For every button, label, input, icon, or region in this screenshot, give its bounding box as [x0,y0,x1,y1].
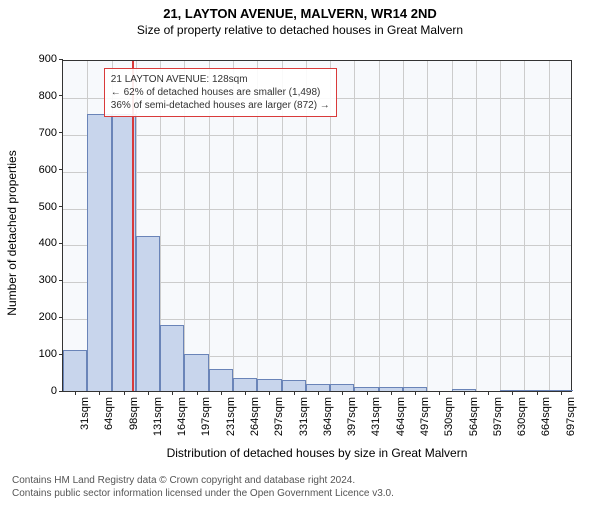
y-tick-label: 400 [39,237,63,249]
gridline [427,61,428,391]
y-tick-label: 100 [39,348,63,360]
footer-line: Contains HM Land Registry data © Crown c… [12,474,394,487]
gridline [500,61,501,391]
y-tick-label: 800 [39,90,63,102]
chart-subtitle: Size of property relative to detached ho… [0,23,600,37]
x-axis-label: Distribution of detached houses by size … [62,446,572,460]
histogram-bar [136,236,160,391]
info-box: 21 LAYTON AVENUE: 128sqm← 62% of detache… [104,68,337,117]
info-box-line: 36% of semi-detached houses are larger (… [111,99,330,112]
gridline [476,61,477,391]
chart-plot-area: 010020030040050060070080090031sqm64sqm98… [62,60,572,392]
y-tick-label: 0 [51,385,63,397]
gridline [63,135,571,136]
y-tick-label: 500 [39,201,63,213]
gridline [354,61,355,391]
gridline [524,61,525,391]
histogram-bar [282,380,306,391]
info-box-line: ← 62% of detached houses are smaller (1,… [111,86,330,99]
chart-title: 21, LAYTON AVENUE, MALVERN, WR14 2ND [0,6,600,21]
footer-attribution: Contains HM Land Registry data © Crown c… [12,474,394,500]
histogram-bar [184,354,208,391]
gridline [403,61,404,391]
histogram-bar [160,325,184,391]
gridline [63,172,571,173]
footer-line: Contains public sector information licen… [12,487,394,500]
y-tick-label: 300 [39,274,63,286]
histogram-bar [209,369,233,391]
gridline [379,61,380,391]
histogram-bar [330,384,354,391]
y-tick-label: 600 [39,164,63,176]
y-tick-label: 700 [39,127,63,139]
histogram-bar [306,384,330,391]
histogram-bar [257,379,281,391]
y-tick-label: 900 [39,53,63,65]
histogram-bar [233,378,257,391]
info-box-line: 21 LAYTON AVENUE: 128sqm [111,73,330,86]
gridline [452,61,453,391]
y-axis-label: Number of detached properties [5,67,19,399]
histogram-bar [87,114,111,391]
y-tick-label: 200 [39,311,63,323]
gridline [63,209,571,210]
histogram-bar [63,350,87,391]
gridline [549,61,550,391]
